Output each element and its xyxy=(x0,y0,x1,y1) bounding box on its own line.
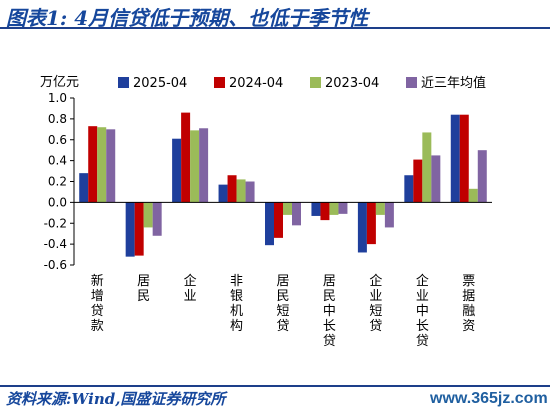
bar-chart: 万亿元 2025-04 2024-04 2023-04 近三年均值 -0.6-0.4-… xyxy=(40,75,492,349)
x-tick-label: 银 xyxy=(230,289,243,304)
x-tick-label: 民 xyxy=(137,289,150,304)
bar xyxy=(134,202,144,256)
legend-swatch xyxy=(406,77,417,88)
bar xyxy=(404,175,414,203)
bar xyxy=(190,130,200,203)
bar xyxy=(97,127,107,203)
bar xyxy=(431,155,441,203)
x-tick-label: 业 xyxy=(369,289,382,304)
y-tick-label: -0.2 xyxy=(44,216,67,230)
bar xyxy=(245,181,255,203)
x-tick-label: 机 xyxy=(230,304,243,319)
x-tick-label: 长 xyxy=(416,319,429,334)
bar xyxy=(384,202,394,228)
bar xyxy=(125,202,135,257)
bar xyxy=(375,202,385,215)
x-tick-label: 贷 xyxy=(323,334,336,349)
bar xyxy=(218,184,228,203)
bar xyxy=(366,202,376,245)
bar xyxy=(106,129,116,203)
bar xyxy=(320,202,330,221)
x-tick-label: 企 xyxy=(369,273,382,289)
y-tick-label: 0.8 xyxy=(48,112,67,126)
legend-swatch xyxy=(118,77,129,88)
x-tick-label: 企 xyxy=(416,273,429,289)
x-tick-label: 新 xyxy=(91,273,104,289)
bar xyxy=(450,114,460,203)
x-tick-label: 增 xyxy=(91,289,104,304)
y-tick-label: 1.0 xyxy=(48,91,67,105)
legend-label: 近三年均值 xyxy=(421,75,486,91)
bar xyxy=(283,202,292,215)
y-axis-label: 万亿元 xyxy=(40,75,79,90)
figure-title: 图表1: 4月信贷低于预期、也低于季节性 xyxy=(6,6,369,30)
source-note: 资料来源:Wind,国盛证券研究所 xyxy=(6,390,226,408)
legend-swatch xyxy=(310,77,321,88)
y-tick-label: -0.4 xyxy=(44,237,67,251)
bar xyxy=(143,202,153,228)
bar xyxy=(172,138,182,203)
x-tick-label: 居 xyxy=(276,274,289,289)
footer-rule xyxy=(0,385,550,387)
bar xyxy=(181,112,191,203)
x-tick-label: 贷 xyxy=(369,319,382,334)
legend-label: 2024-04 xyxy=(229,76,283,91)
y-tick-label: -0.6 xyxy=(44,258,67,272)
x-tick-label: 款 xyxy=(91,319,104,334)
x-tick-label: 中 xyxy=(323,304,336,319)
watermark: www.365jz.com xyxy=(428,390,550,408)
bar xyxy=(422,132,432,203)
x-tick-label: 非 xyxy=(230,274,243,289)
x-tick-label: 民 xyxy=(276,289,289,304)
legend-label: 2023-04 xyxy=(325,76,379,91)
x-tick-label: 中 xyxy=(416,304,429,319)
bar xyxy=(292,202,301,226)
x-tick-label: 居 xyxy=(137,274,150,289)
legend-swatch xyxy=(214,77,225,88)
bar xyxy=(274,202,283,238)
bar xyxy=(152,202,162,236)
bar xyxy=(199,128,209,203)
x-tick-label: 业 xyxy=(416,289,429,304)
x-tick-label: 贷 xyxy=(276,319,289,334)
y-tick-label: 0.4 xyxy=(48,154,67,168)
bar xyxy=(88,126,98,203)
x-tick-label: 资 xyxy=(462,319,475,334)
bar xyxy=(329,202,339,215)
bar xyxy=(413,159,423,203)
x-tick-label: 票 xyxy=(462,274,475,289)
bar xyxy=(227,175,237,203)
bar xyxy=(236,179,246,203)
y-axis: -0.6 -0.4 -0.2 0.0 0.2 0.4 0.6 0.8 1.0 xyxy=(44,91,75,272)
bar xyxy=(338,202,348,214)
x-tick-label: 构 xyxy=(230,319,243,334)
bar xyxy=(468,188,478,203)
legend-label: 2025-04 xyxy=(133,76,187,91)
x-tick-label: 短 xyxy=(276,304,289,319)
y-tick-label: 0.0 xyxy=(48,195,67,209)
x-tick-label: 企 xyxy=(184,273,197,289)
bars xyxy=(79,112,487,257)
x-tick-label: 据 xyxy=(462,289,475,304)
x-tick-label: 贷 xyxy=(416,334,429,349)
bar xyxy=(459,114,469,203)
legend: 2025-04 2024-04 2023-04 近三年均值 xyxy=(118,75,486,91)
bar xyxy=(477,150,487,203)
bar xyxy=(311,202,321,216)
x-tick-label: 居 xyxy=(323,274,336,289)
x-tick-label: 短 xyxy=(369,304,382,319)
bar xyxy=(79,173,89,203)
x-tick-label: 融 xyxy=(462,304,475,319)
x-tick-label: 业 xyxy=(184,289,197,304)
title-rule xyxy=(0,27,550,29)
bar xyxy=(265,202,274,246)
y-tick-label: 0.2 xyxy=(48,175,67,189)
bar xyxy=(357,202,367,253)
x-tick-label: 民 xyxy=(323,289,336,304)
x-tick-label: 贷 xyxy=(91,304,104,319)
x-tick-label: 长 xyxy=(323,319,336,334)
y-tick-label: 0.6 xyxy=(48,133,67,147)
